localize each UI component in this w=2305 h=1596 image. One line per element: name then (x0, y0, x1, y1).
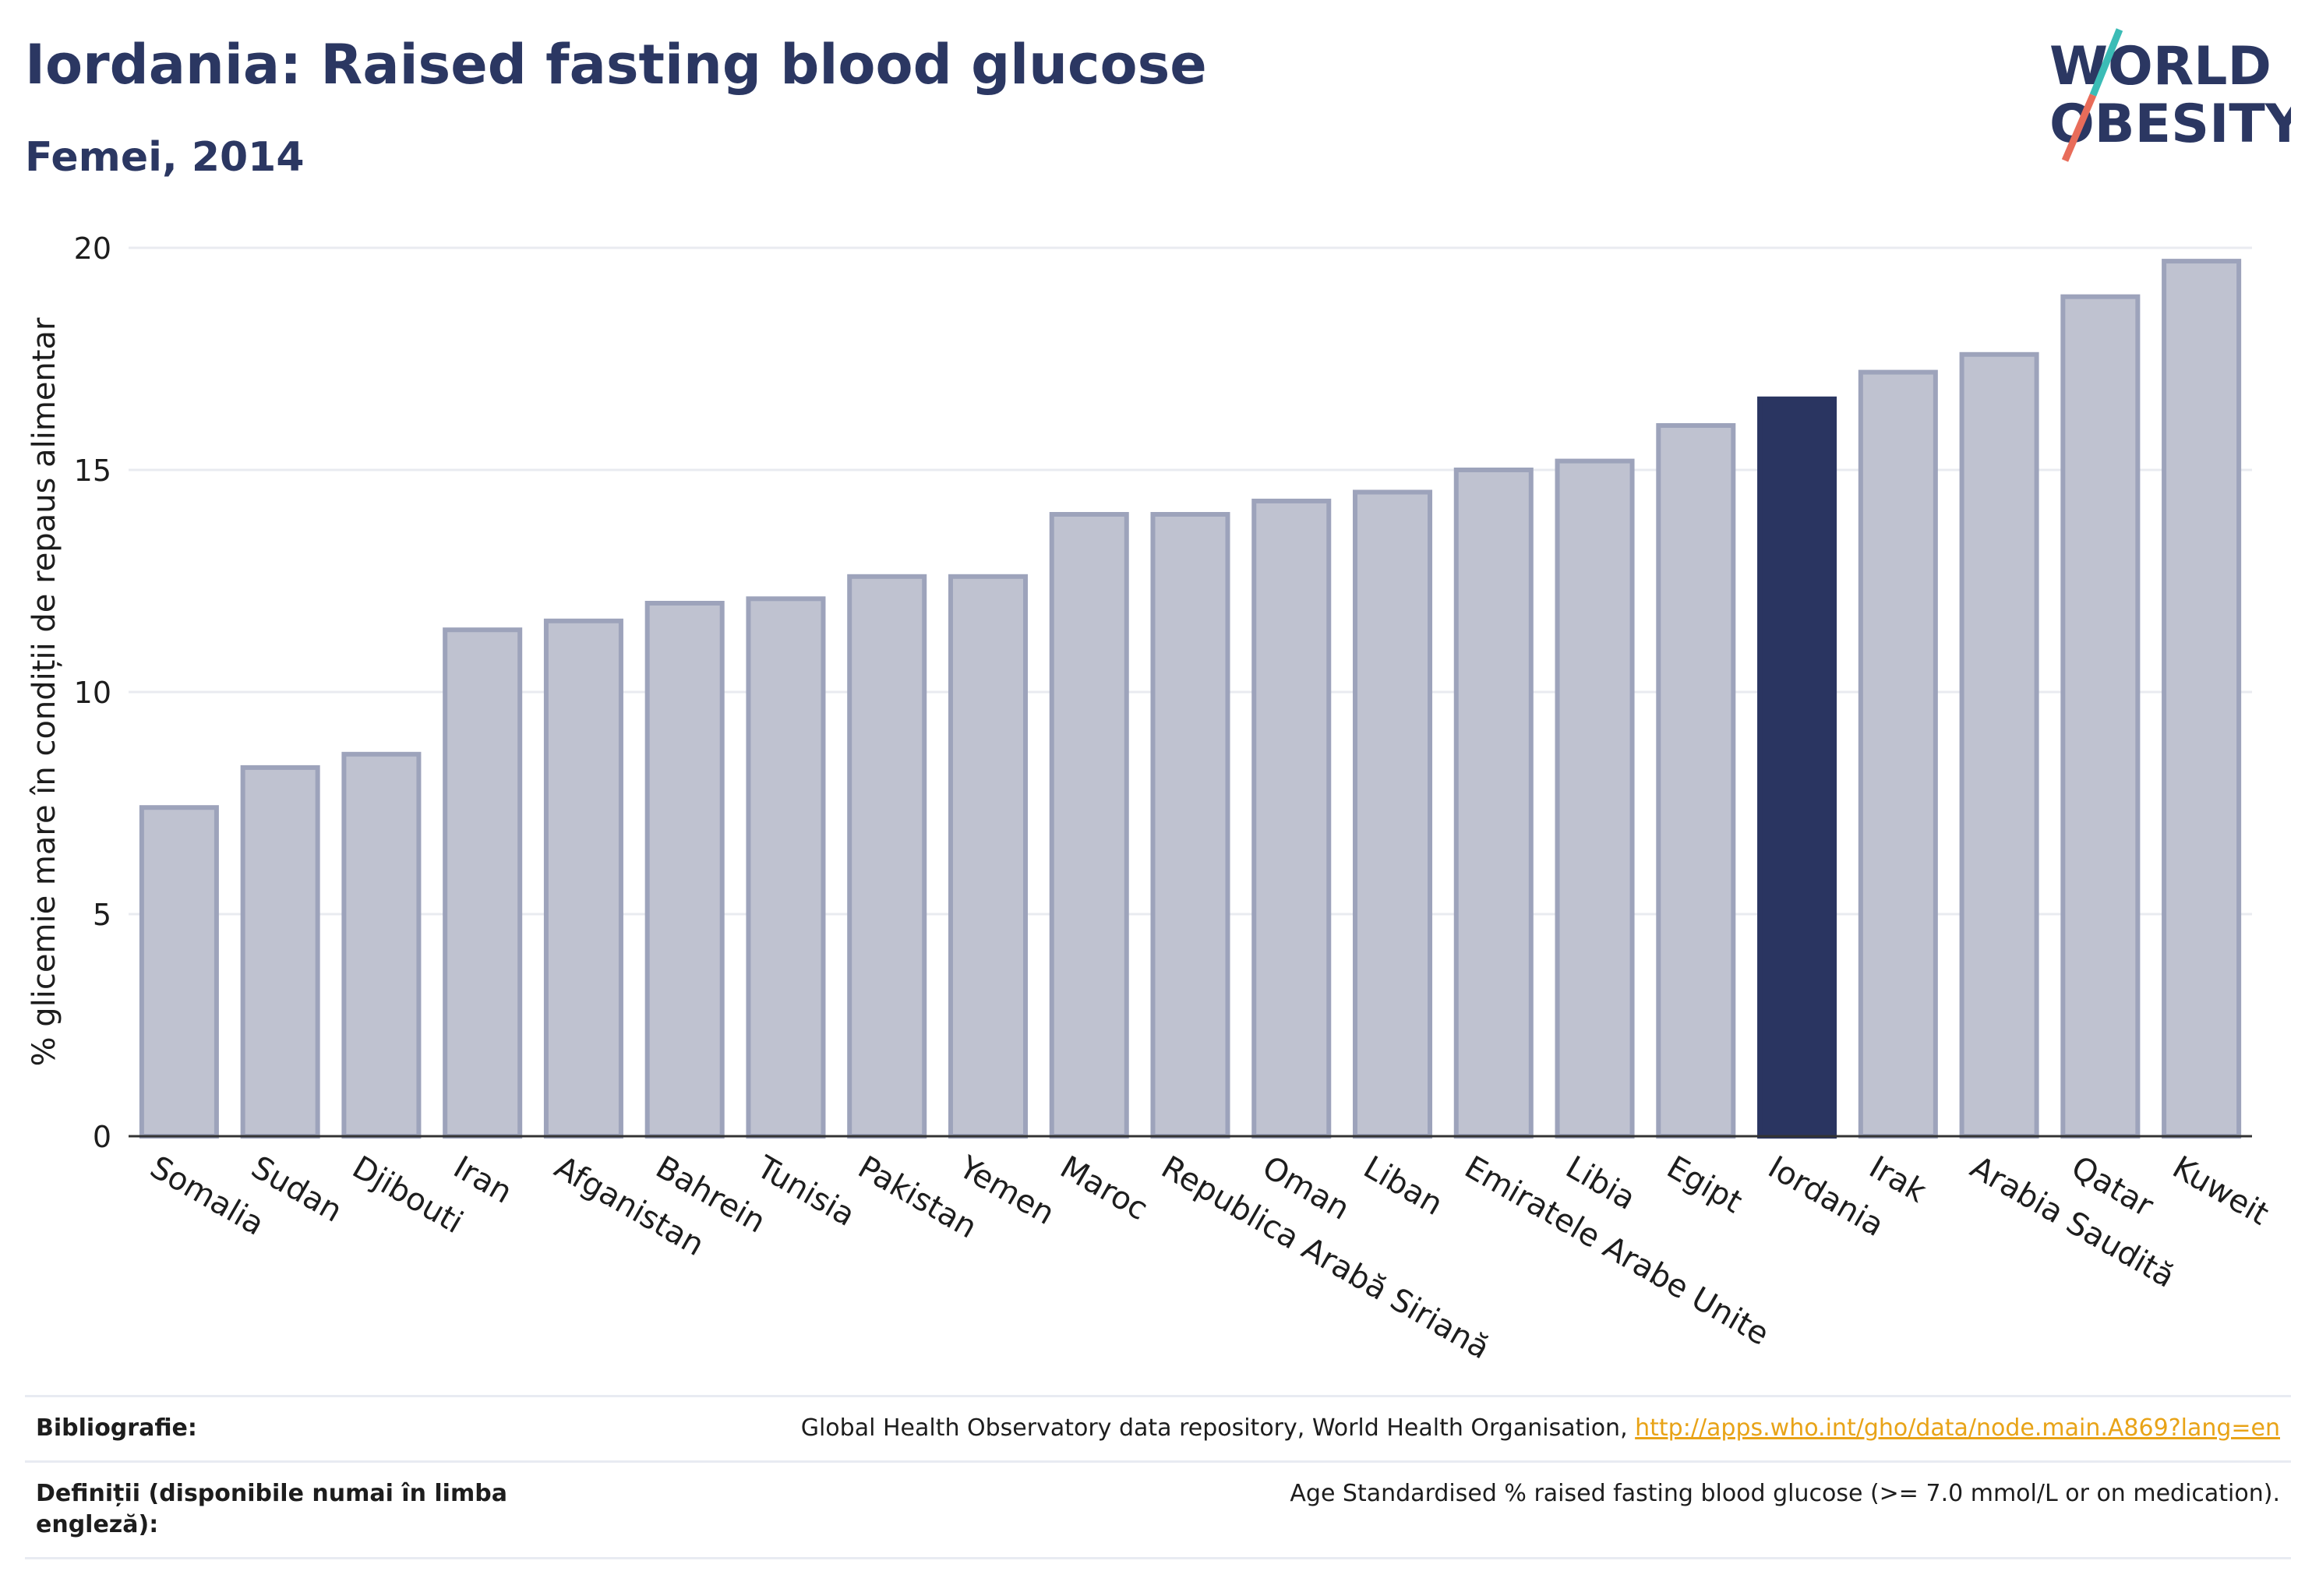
y-tick-label: 15 (74, 454, 111, 488)
x-tick-label: Iordania (1762, 1149, 1890, 1244)
definitions-value: Age Standardised % raised fasting blood … (1290, 1479, 2280, 1507)
bar-djibouti[interactable] (341, 751, 422, 1139)
bibliography-value: Global Health Observatory data repositor… (801, 1413, 2280, 1445)
bar-arabia-saudită[interactable] (1959, 351, 2039, 1139)
bar-yemen[interactable] (948, 574, 1028, 1139)
bar-emiratele-arabe-unite[interactable] (1453, 468, 1534, 1139)
definitions-row: Definiții (disponibile numai în limba en… (25, 1460, 2291, 1559)
bar-afganistan[interactable] (543, 618, 623, 1139)
x-tick-label: Tunisia (750, 1149, 861, 1234)
x-tick-label: Liban (1357, 1149, 1449, 1223)
logo-slash-red (2061, 94, 2097, 162)
x-tick-label: Egipt (1661, 1149, 1748, 1220)
bar-bahrein[interactable] (644, 601, 725, 1139)
bar-republica-arabă-siriană[interactable] (1150, 512, 1230, 1139)
y-tick-label: 0 (93, 1120, 111, 1154)
x-tick-label: Irak (1863, 1149, 1933, 1210)
y-tick-label: 10 (74, 676, 111, 710)
bar-pakistan[interactable] (847, 574, 927, 1139)
bar-iran[interactable] (443, 627, 523, 1139)
bar-maroc[interactable] (1049, 512, 1129, 1139)
bars (139, 259, 2242, 1139)
bar-irak[interactable] (1858, 369, 1938, 1139)
x-tick-label: Maroc (1054, 1149, 1154, 1227)
x-tick-label: Somalia (144, 1149, 270, 1243)
bibliography-label: Bibliografie: (36, 1414, 197, 1442)
bar-libia[interactable] (1555, 458, 1635, 1139)
bar-iordania[interactable] (1757, 396, 1837, 1139)
x-tick-label: Iran (447, 1149, 518, 1211)
logo-slash-teal (2089, 28, 2123, 97)
logo-line1: WORLD (2049, 36, 2271, 97)
chart-footer: Bibliografie: Global Health Observatory … (25, 1395, 2291, 1559)
bar-somalia[interactable] (139, 805, 219, 1139)
y-axis-label: % glicemie mare în condiții de repaus al… (26, 317, 62, 1066)
y-axis-ticks: 0 5 10 15 20 (74, 231, 111, 1154)
bar-liban[interactable] (1353, 489, 1433, 1139)
definitions-label: Definiții (disponibile numai în limba en… (36, 1479, 507, 1539)
bar-oman[interactable] (1251, 498, 1332, 1139)
bibliography-row: Bibliografie: Global Health Observatory … (25, 1395, 2291, 1460)
y-tick-label: 5 (93, 898, 111, 932)
bibliography-link[interactable]: http://apps.who.int/gho/data/node.main.A… (1635, 1414, 2280, 1442)
chart-subtitle: Femei, 2014 (25, 134, 305, 181)
y-tick-label: 20 (74, 231, 111, 266)
world-obesity-logo: WORLD OBESITY (2049, 28, 2291, 162)
bar-kuweit[interactable] (2162, 259, 2242, 1139)
chart-title: Iordania: Raised fasting blood glucose (25, 33, 1207, 97)
x-tick-label: Kuweit (2166, 1149, 2275, 1233)
bar-sudan[interactable] (240, 764, 320, 1139)
bar-egipt[interactable] (1656, 423, 1736, 1139)
bar-qatar[interactable] (2060, 294, 2141, 1139)
bar-tunisia[interactable] (746, 596, 826, 1139)
bibliography-text: Global Health Observatory data repositor… (800, 1414, 1636, 1442)
x-tick-label: Djibouti (346, 1149, 468, 1241)
